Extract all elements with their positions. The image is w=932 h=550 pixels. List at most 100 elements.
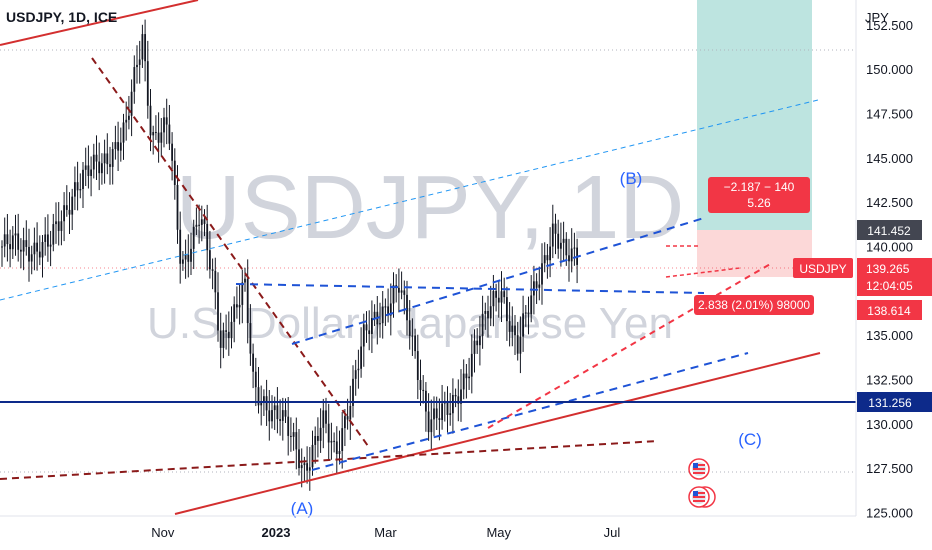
candle-body	[25, 240, 28, 247]
svg-text:12:04:05: 12:04:05	[866, 279, 913, 293]
candle-body	[551, 223, 554, 247]
candle-body	[55, 221, 57, 225]
us-event-icon-1[interactable]	[688, 458, 710, 480]
candle-body	[300, 465, 303, 469]
candle-body	[346, 416, 349, 420]
candle-body	[109, 164, 111, 167]
current-price-label[interactable]: 139.265 12:04:05	[857, 258, 932, 296]
level-141452-label[interactable]: 141.452	[857, 220, 922, 240]
blue-channel-upper[interactable]	[291, 217, 705, 345]
candle-body	[433, 408, 435, 420]
candle-body	[344, 416, 346, 429]
candle-body	[38, 251, 41, 258]
price-tick-8: 130.000	[866, 417, 913, 432]
candle-body	[360, 346, 362, 369]
candle-body	[403, 290, 406, 295]
candle-body	[497, 297, 500, 303]
candle-body	[408, 320, 411, 336]
risk-label-box[interactable]	[708, 177, 810, 213]
candle-body	[190, 248, 192, 262]
candle-body	[541, 263, 543, 285]
svg-text:131.256: 131.256	[868, 396, 912, 410]
candle-body	[430, 419, 433, 433]
candle-body	[165, 117, 168, 125]
candle-body	[227, 331, 230, 339]
risk-label-line1: −2.187 − 140	[724, 180, 795, 194]
candle-body	[446, 400, 449, 415]
candle-body	[462, 373, 465, 390]
candle-body	[130, 91, 133, 116]
candle-body	[476, 340, 479, 346]
candle-body	[295, 432, 298, 450]
price-axis-ticks: 152.500 150.000 147.500 145.000 142.500 140.0…	[866, 18, 913, 521]
candle-body	[357, 368, 360, 371]
candle-body	[522, 313, 524, 337]
candle-body	[473, 340, 476, 354]
candle-body	[230, 321, 233, 339]
brown-lower-support[interactable]	[0, 440, 659, 480]
price-tick-3: 145.000	[866, 151, 913, 166]
candle-body	[362, 324, 365, 347]
us-event-icon-2[interactable]	[688, 486, 716, 508]
blue-channel-lower[interactable]	[311, 352, 749, 471]
red-small-dash-bottom[interactable]	[665, 267, 741, 278]
level-131256-label[interactable]: 131.256	[857, 392, 932, 412]
price-tick-1: 150.000	[866, 62, 913, 77]
candle-body	[468, 376, 470, 379]
stop-loss-zone[interactable]	[697, 230, 812, 277]
candle-body	[119, 142, 122, 151]
candle-body	[438, 418, 441, 420]
candle-body	[281, 410, 284, 421]
reward-label-box[interactable]	[694, 295, 814, 315]
candle-body	[349, 405, 352, 420]
candle-body	[173, 160, 176, 185]
candle-body	[125, 119, 128, 123]
candle-body	[276, 405, 279, 420]
candle-body	[9, 244, 11, 250]
price-tick-0: 152.500	[866, 18, 913, 33]
candle-body	[314, 435, 317, 445]
candle-body	[79, 189, 82, 191]
candle-body	[389, 303, 392, 316]
candle-body	[406, 294, 408, 321]
level-138614-label[interactable]: 138.614	[857, 300, 922, 320]
candle-body	[527, 312, 530, 315]
candle-body	[516, 335, 519, 354]
candle-body	[195, 224, 198, 227]
candle-body	[238, 304, 241, 308]
candle-body	[535, 281, 538, 288]
candle-body	[244, 278, 246, 283]
candle-body	[101, 163, 103, 174]
candle-body	[373, 311, 376, 319]
candle-body	[354, 370, 357, 379]
candle-body	[249, 323, 252, 354]
candle-body	[368, 330, 371, 335]
candle-body	[435, 408, 438, 419]
red-trendline-top[interactable]	[0, 0, 199, 46]
candle-body	[182, 259, 184, 264]
candle-body	[222, 330, 225, 348]
candle-body	[47, 234, 49, 247]
candle-body	[319, 427, 322, 441]
candle-body	[565, 238, 568, 256]
candle-body	[422, 389, 425, 391]
candle-body	[17, 233, 20, 250]
brown-falling-resistance[interactable]	[91, 57, 369, 447]
candle-body	[6, 234, 9, 245]
red-support-trendline[interactable]	[174, 352, 821, 515]
svg-text:USDJPY: USDJPY	[799, 262, 846, 276]
symbol-tag[interactable]: USDJPY	[793, 258, 853, 278]
time-axis-ticks[interactable]: Nov 2023 Mar May Jul	[151, 525, 620, 540]
symbol-header: USDJPY, 1D, ICE	[6, 9, 117, 25]
candle-body	[87, 165, 90, 176]
candle-body	[160, 132, 163, 143]
candle-body	[241, 282, 244, 305]
candle-body	[211, 269, 214, 271]
candle-body	[198, 224, 200, 226]
candle-body	[506, 297, 508, 322]
candle-body	[419, 380, 422, 390]
candle-body	[106, 153, 109, 165]
wave-label-a: (A)	[291, 499, 314, 518]
svg-text:138.614: 138.614	[867, 304, 911, 318]
